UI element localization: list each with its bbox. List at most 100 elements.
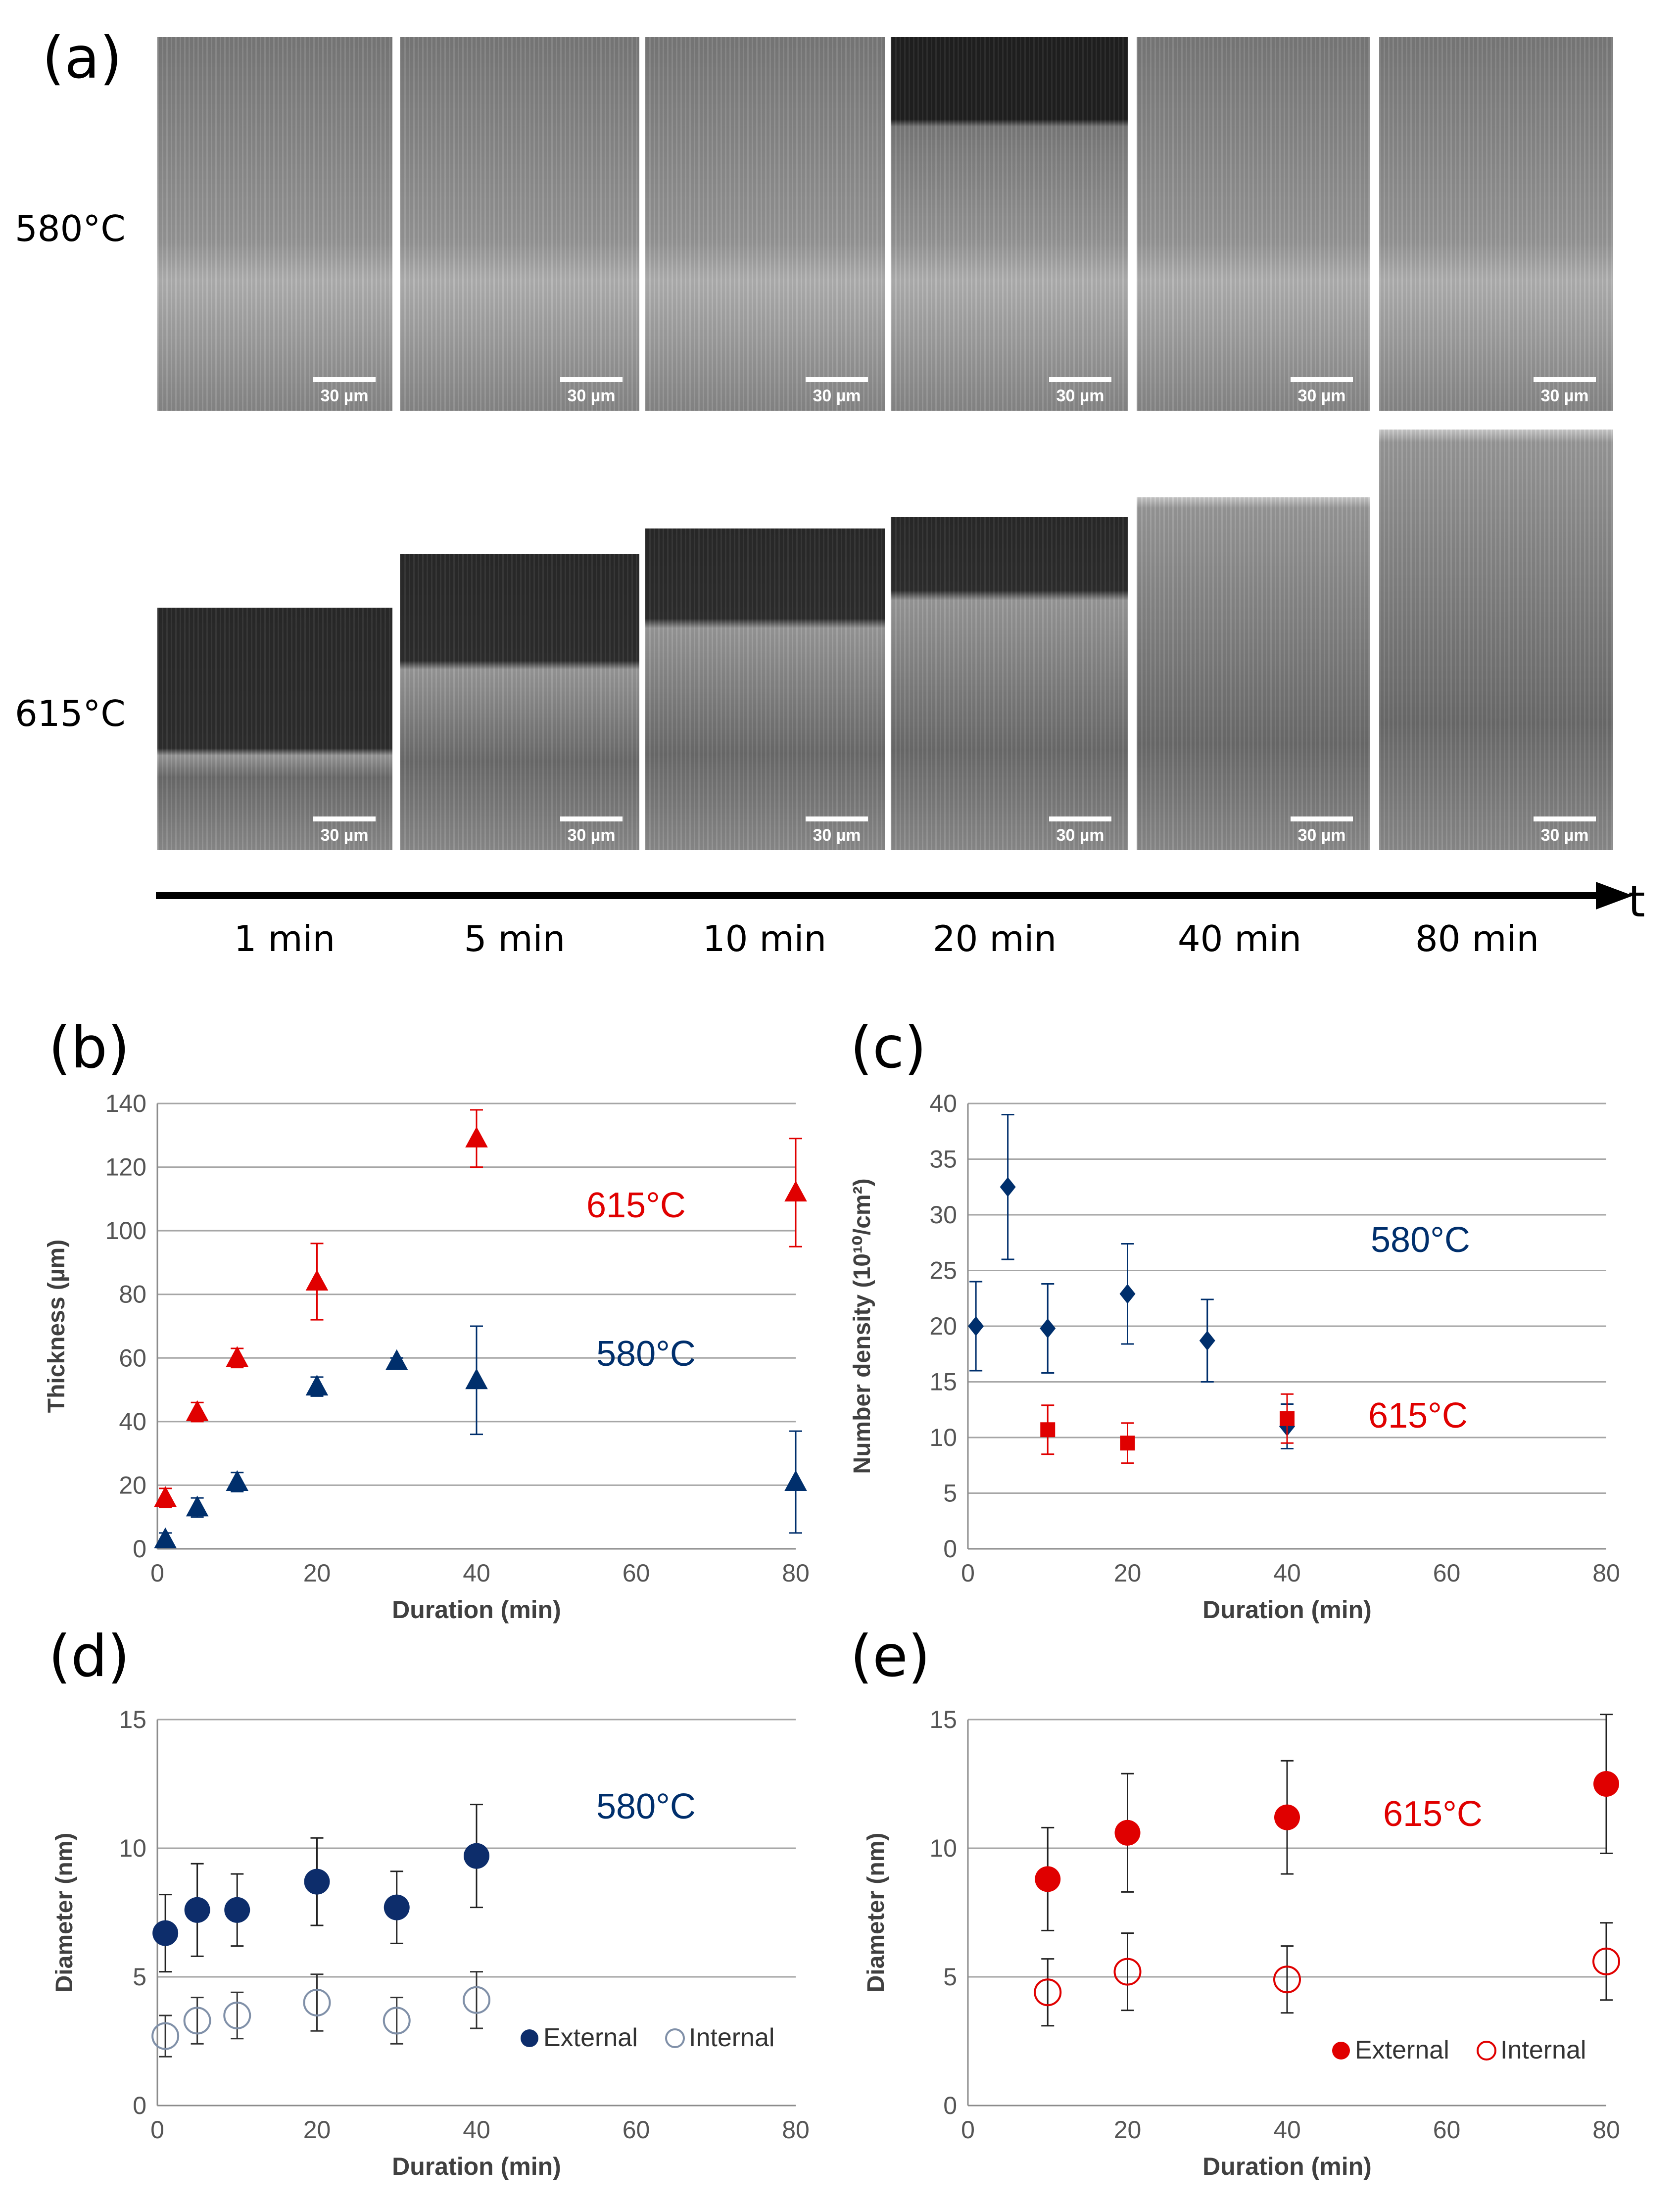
data-point [1113,1958,1142,1986]
y-tick-label: 25 [929,1257,957,1285]
data-point [1593,1771,1619,1797]
data-point [1040,1318,1056,1339]
y-tick-label: 5 [133,1963,146,1991]
data-point [183,2007,211,2035]
x-tick-label: 40 [463,1559,490,1587]
x-tick-label: 20 [303,1559,331,1587]
x-tick-label: 40 [1273,1559,1301,1587]
row-label-580: 580°C [15,208,126,249]
scale-bar [1291,377,1353,382]
scale-bar-label: 30 µm [1297,386,1346,405]
x-tick-label: 0 [961,2116,975,2144]
series-external [152,1804,489,1973]
sem-image-top-1: 30 µm [157,37,392,411]
legend-label: Internal [1500,2036,1586,2064]
data-point [968,1316,984,1336]
data-point [464,1843,489,1869]
x-tick-label: 80 [782,1559,810,1587]
x-axis-title: Duration (min) [1202,2153,1372,2180]
x-tick-label: 0 [150,2116,164,2144]
panel-label-b: (b) [48,1014,130,1081]
x-tick-label: 0 [150,1559,164,1587]
series-580c [968,1114,1295,1449]
y-tick-label: 140 [105,1090,146,1117]
sem-image-top-5: 30 µm [1137,37,1370,411]
data-point [1280,1411,1295,1426]
y-tick-label: 10 [929,1834,957,1862]
scale-bar [1534,377,1596,382]
time-label: 40 min [1177,918,1302,959]
sem-image-top-4: 30 µm [891,37,1128,411]
x-axis-title: Duration (min) [1202,1596,1372,1624]
y-tick-label: 20 [929,1312,957,1340]
legend-marker [665,2028,685,2048]
time-label: 80 min [1415,918,1539,959]
legend-marker [521,2029,538,2047]
time-arrow [156,882,1633,910]
legend-marker [1477,2041,1496,2061]
data-point [1273,1965,1301,1994]
series-615c [154,1109,807,1508]
scale-bar [313,816,376,821]
row-label-615: 615°C [15,693,126,734]
x-tick-label: 0 [961,1559,975,1587]
scale-bar [313,377,376,382]
y-tick-label: 20 [119,1471,146,1499]
sem-image-top-6: 30 µm [1379,37,1613,411]
y-tick-label: 15 [119,1706,146,1733]
scale-bar [1049,377,1111,382]
data-point [305,1270,329,1291]
chart-annotation: 615°C [1368,1396,1468,1436]
y-tick-label: 0 [943,1535,957,1563]
time-axis-label: t [1628,876,1645,927]
scale-bar-label: 30 µm [1540,826,1589,845]
sem-image-bottom-1: 30 µm [157,608,392,850]
panel-label-a: (a) [42,25,122,92]
data-point [383,2007,411,2035]
x-tick-label: 80 [1592,2116,1620,2144]
data-point [385,1349,408,1370]
scale-bar-label: 30 µm [1297,826,1346,845]
data-point [1035,1866,1061,1892]
chart-annotation: 580°C [596,1334,696,1374]
time-label: 1 min [234,918,336,959]
data-point [1034,1978,1062,2007]
x-tick-label: 40 [463,2116,490,2144]
y-tick-label: 10 [119,1834,146,1862]
chart-diameter-580: 0 5 10 15 0 20 40 60 80 Duration (min) Diameter (n… [51,1706,810,2180]
legend-marker [1332,2042,1350,2060]
time-label: 20 min [932,918,1057,959]
y-tick-label: 15 [929,1706,957,1733]
x-tick-label: 60 [1433,2116,1461,2144]
chart-annotation: 615°C [1383,1794,1483,1834]
scale-bar-label: 30 µm [1540,386,1589,405]
y-tick-label: 120 [105,1153,146,1181]
y-tick-label: 80 [119,1281,146,1308]
data-point [1274,1804,1300,1830]
scale-bar [806,377,868,382]
y-tick-label: 30 [929,1201,957,1229]
panel-label-c: (c) [850,1014,927,1081]
scale-bar [1291,816,1353,821]
scale-bar [560,816,623,821]
data-point [151,2022,180,2050]
series-615c [1040,1393,1295,1464]
x-tick-label: 20 [1114,2116,1142,2144]
x-tick-label: 60 [1433,1559,1461,1587]
data-point [223,2002,251,2029]
time-label: 5 min [464,918,566,959]
y-tick-label: 15 [929,1368,957,1396]
sem-image-bottom-2: 30 µm [400,554,639,850]
scale-bar [1534,816,1596,821]
data-point [226,1346,249,1367]
data-point [1119,1284,1136,1304]
y-tick-label: 100 [105,1217,146,1245]
x-tick-label: 80 [1592,1559,1620,1587]
y-tick-label: 0 [943,2092,957,2119]
chart-thickness: 0 20 40 60 80 100 120 140 0 20 40 60 80 Duration (min… [44,1090,810,1624]
legend-label: External [543,2023,638,2052]
sem-image-bottom-6: 30 µm [1379,430,1613,850]
panel-label-d: (d) [48,1623,130,1690]
y-tick-label: 5 [943,1963,957,1991]
data-point [1000,1177,1016,1197]
